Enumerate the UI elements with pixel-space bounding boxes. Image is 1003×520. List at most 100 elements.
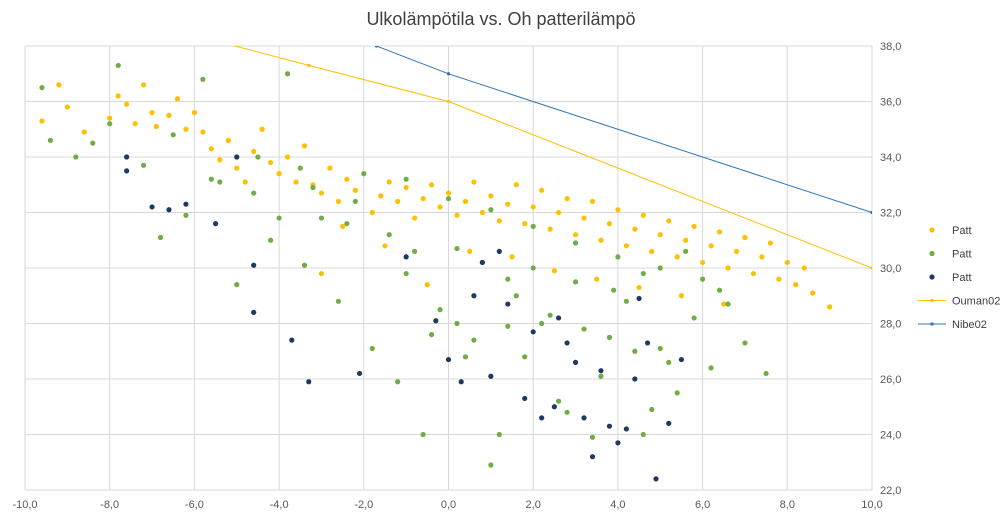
data-point (212, 221, 219, 227)
data-point (547, 312, 553, 318)
series-4 (233, 46, 872, 270)
data-point (564, 340, 570, 346)
grid (24, 45, 873, 491)
data-point (598, 368, 604, 374)
y-tick-label: 38,0 (880, 41, 901, 53)
data-point (564, 409, 570, 415)
data-point (674, 390, 680, 396)
data-point (297, 165, 303, 171)
data-point (721, 301, 727, 307)
data-point (488, 373, 494, 379)
data-point (445, 356, 452, 363)
data-point (691, 315, 697, 321)
data-point (522, 395, 528, 402)
data-point (666, 359, 672, 365)
x-tick-label: -8,0 (100, 499, 119, 511)
data-point (462, 198, 469, 204)
y-tick-label: 28,0 (880, 319, 901, 331)
legend-label: Nibe02 (952, 319, 987, 331)
data-point (759, 254, 765, 260)
data-point (556, 209, 562, 216)
data-point (674, 254, 680, 260)
data-point (606, 334, 613, 340)
data-point (124, 101, 130, 107)
data-point (174, 96, 181, 102)
y-tick-label: 22,0 (880, 485, 901, 497)
data-point (606, 423, 613, 429)
data-point (301, 262, 308, 268)
data-point (530, 223, 536, 229)
data-point (454, 212, 460, 218)
data-point (623, 243, 629, 249)
x-tick-label: -2,0 (354, 499, 373, 511)
data-point (810, 290, 816, 296)
series-1 (39, 82, 833, 310)
data-point (318, 190, 325, 196)
data-point (615, 207, 621, 213)
data-point (623, 426, 629, 432)
data-point (301, 143, 308, 149)
data-point (124, 154, 130, 160)
x-tick-label: 8,0 (780, 499, 795, 511)
data-point (488, 193, 494, 199)
line-marker (870, 266, 872, 270)
data-point (454, 320, 460, 327)
data-point (725, 265, 731, 271)
data-point (200, 129, 206, 135)
data-point (234, 165, 240, 171)
data-point (251, 262, 257, 268)
x-tick-label: -4,0 (270, 499, 289, 511)
data-point (318, 270, 325, 277)
data-point (615, 440, 621, 446)
legend-item: Patt (929, 225, 972, 237)
data-point (403, 176, 409, 182)
data-point (572, 359, 579, 365)
data-point (310, 184, 316, 191)
data-point (471, 179, 477, 185)
y-tick-label: 34,0 (880, 152, 901, 164)
data-point (551, 404, 557, 410)
data-point (284, 71, 291, 77)
data-point (124, 168, 130, 174)
x-tick-label: 0,0 (441, 499, 456, 511)
data-point (471, 337, 477, 343)
data-point (488, 462, 494, 468)
data-point (649, 406, 655, 413)
data-point (293, 179, 299, 185)
data-point (107, 121, 113, 127)
data-point (471, 293, 477, 299)
data-point (276, 215, 282, 221)
series-5 (374, 46, 872, 215)
x-tick-label: 2,0 (526, 499, 541, 511)
legend-item: Nibe02 (918, 319, 987, 331)
data-point (428, 332, 435, 338)
data-point (784, 259, 790, 266)
data-point (708, 243, 714, 249)
legend-item: Patt (929, 249, 972, 261)
data-point (598, 373, 604, 379)
data-point (581, 415, 587, 421)
data-point (615, 254, 621, 260)
data-point (509, 254, 515, 260)
data-point (513, 293, 519, 299)
data-point (683, 248, 689, 254)
data-point (522, 354, 528, 360)
series-line (233, 46, 872, 269)
data-point (763, 370, 769, 377)
data-point (611, 287, 617, 293)
data-point (217, 157, 223, 163)
data-point (433, 318, 439, 324)
data-point (327, 165, 333, 171)
data-point (268, 159, 274, 166)
data-point (640, 270, 646, 277)
data-point (153, 123, 159, 130)
data-point (530, 265, 536, 271)
data-point (445, 196, 452, 202)
data-point (73, 154, 79, 160)
data-point (335, 198, 341, 204)
y-tick-label: 26,0 (880, 374, 901, 386)
data-point (344, 221, 350, 227)
data-point (140, 82, 147, 88)
data-point (208, 176, 214, 182)
